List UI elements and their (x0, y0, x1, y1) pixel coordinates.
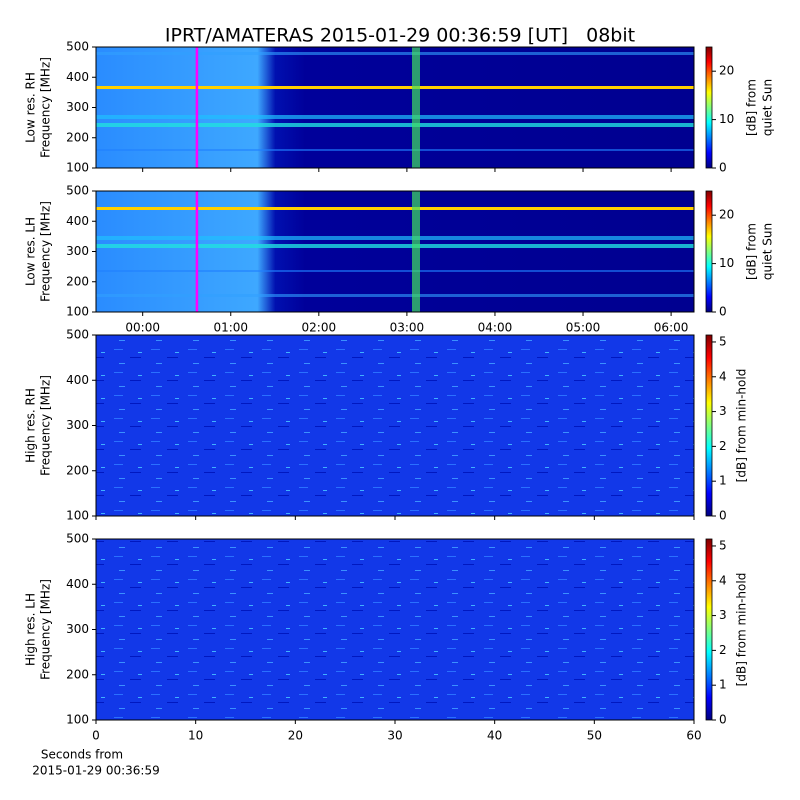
colorbar-label: quiet Sun (761, 79, 775, 136)
y-axis-label: High res. LH (24, 593, 38, 666)
y-axis-label: Low res. RH (24, 72, 38, 143)
x-axis-label: Seconds from (41, 748, 123, 762)
x-tick-label: 02:00 (302, 321, 337, 335)
y-tick-label: 200 (66, 130, 89, 144)
y-tick-label: 300 (66, 418, 89, 432)
colorbar-tick-label: 5 (719, 334, 727, 348)
colorbar (705, 46, 713, 169)
colorbar-tick-label: 5 (719, 538, 727, 552)
x-tick-label: 40 (487, 729, 502, 743)
spectrogram-texture (96, 47, 694, 168)
y-tick-label: 100 (66, 161, 89, 175)
figure-title: IPRT/AMATERAS 2015-01-29 00:36:59 [UT] 0… (165, 25, 635, 47)
x-tick-label: 50 (587, 729, 602, 743)
y-tick-label: 400 (66, 577, 89, 591)
colorbar-label: [dB] from (745, 79, 759, 136)
y-tick-label: 500 (66, 184, 89, 198)
colorbar-tick-label: 0 (719, 509, 727, 523)
y-axis-label: Frequency [MHz] (39, 579, 53, 680)
y-tick-label: 400 (66, 214, 89, 228)
x-tick-label: 10 (188, 729, 203, 743)
spectrogram-texture (96, 191, 694, 312)
y-axis-label: Frequency [MHz] (39, 57, 53, 158)
y-tick-label: 100 (66, 713, 89, 727)
y-tick-label: 300 (66, 100, 89, 114)
y-tick-label: 500 (66, 328, 89, 342)
y-axis-label: Frequency [MHz] (39, 375, 53, 476)
colorbar-label: [dB] from min-hold (735, 369, 749, 483)
colorbar-label: quiet Sun (761, 223, 775, 280)
colorbar-tick-label: 1 (719, 678, 727, 692)
y-tick-label: 400 (66, 70, 89, 84)
x-tick-label: 60 (686, 729, 701, 743)
y-tick-label: 500 (66, 40, 89, 54)
colorbar-tick-label: 20 (719, 64, 734, 78)
colorbar (705, 190, 713, 313)
colorbar-tick-label: 1 (719, 474, 727, 488)
y-axis-label: High res. RH (24, 388, 38, 463)
x-tick-label: 00:00 (125, 321, 160, 335)
x-tick-label: 20 (288, 729, 303, 743)
colorbar-tick-label: 0 (719, 713, 727, 727)
y-tick-label: 200 (66, 274, 89, 288)
y-tick-label: 200 (66, 667, 89, 681)
x-tick-label: 30 (387, 729, 402, 743)
y-tick-label: 500 (66, 532, 89, 546)
colorbar-tick-label: 0 (719, 305, 727, 319)
colorbar-tick-label: 20 (719, 208, 734, 222)
y-tick-label: 300 (66, 244, 89, 258)
y-axis-label: Frequency [MHz] (39, 201, 53, 302)
colorbar-label: [dB] from (745, 223, 759, 280)
colorbar-tick-label: 10 (719, 256, 734, 270)
x-tick-label: 06:00 (654, 321, 689, 335)
x-tick-label: 0 (92, 729, 100, 743)
colorbar-label: [dB] from min-hold (735, 573, 749, 687)
x-tick-label: 04:00 (478, 321, 513, 335)
colorbar-tick-label: 3 (719, 608, 727, 622)
x-tick-label: 01:00 (213, 321, 248, 335)
y-tick-label: 300 (66, 622, 89, 636)
x-tick-label: 03:00 (390, 321, 425, 335)
colorbar-tick-label: 2 (719, 643, 727, 657)
y-tick-label: 400 (66, 373, 89, 387)
colorbar-tick-label: 10 (719, 112, 734, 126)
colorbar (705, 334, 713, 517)
x-axis-label: 2015-01-29 00:36:59 (32, 764, 159, 778)
colorbar (705, 538, 713, 721)
spectrogram (96, 539, 694, 720)
colorbar-tick-label: 3 (719, 404, 727, 418)
y-tick-label: 100 (66, 305, 89, 319)
colorbar-tick-label: 4 (719, 573, 727, 587)
y-tick-label: 200 (66, 463, 89, 477)
colorbar-tick-label: 0 (719, 161, 727, 175)
y-axis-label: Low res. LH (24, 217, 38, 286)
colorbar-tick-label: 2 (719, 439, 727, 453)
y-tick-label: 100 (66, 509, 89, 523)
colorbar-tick-label: 4 (719, 369, 727, 383)
x-tick-label: 05:00 (566, 321, 601, 335)
spectrogram (96, 335, 694, 516)
